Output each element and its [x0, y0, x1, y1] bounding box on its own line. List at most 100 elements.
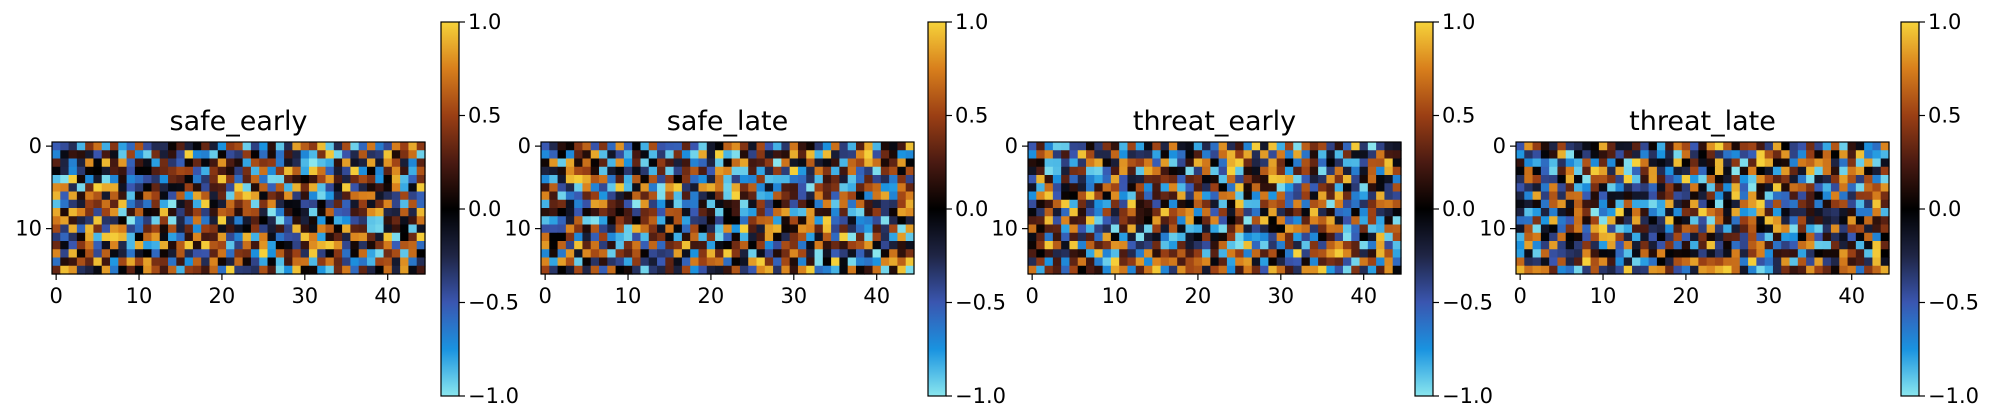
heatmap-cell	[1789, 142, 1799, 151]
heatmap-cell	[756, 199, 766, 209]
heatmap-cell	[1110, 241, 1120, 250]
heatmap-cell	[1193, 224, 1203, 234]
heatmap-cell	[52, 257, 61, 267]
heatmap-cell	[168, 150, 177, 160]
heatmap-cell	[1135, 224, 1145, 234]
heatmap-cell	[292, 191, 302, 201]
heatmap-cell	[209, 158, 219, 168]
heatmap-cell	[201, 199, 211, 209]
heatmap-cell	[1598, 199, 1608, 209]
heatmap-cell	[366, 265, 376, 275]
heatmap-cell	[1855, 158, 1865, 168]
heatmap-cell	[118, 183, 128, 193]
heatmap-cell	[1144, 150, 1153, 160]
panel-title: safe_early	[170, 106, 308, 137]
heatmap-cell	[1334, 257, 1344, 267]
heatmap-cell	[1665, 158, 1675, 168]
heatmap-cell	[640, 199, 650, 209]
heatmap-cell	[110, 224, 119, 234]
heatmap-cell	[690, 249, 700, 259]
heatmap-cell	[1351, 249, 1361, 259]
heatmap-cell	[822, 232, 832, 242]
heatmap-cell	[1648, 241, 1658, 250]
heatmap-cell	[1772, 257, 1782, 267]
heatmap-cell	[1376, 183, 1386, 193]
heatmap-cell	[1590, 224, 1600, 234]
heatmap-cell	[1235, 142, 1245, 151]
heatmap-cell	[1656, 150, 1666, 160]
x-tick-label: 40	[1350, 284, 1377, 308]
panel-title: threat_late	[1629, 106, 1776, 137]
heatmap-cell	[300, 175, 310, 184]
heatmap-cell	[308, 175, 318, 184]
heatmap-cell	[1152, 232, 1162, 242]
heatmap-cell	[1392, 199, 1402, 209]
heatmap-cell	[1847, 191, 1857, 201]
heatmap-cell	[549, 208, 559, 217]
heatmap-cell	[615, 232, 625, 242]
heatmap-cell	[1127, 232, 1137, 242]
heatmap-cell	[1110, 166, 1120, 176]
heatmap-cell	[1557, 183, 1567, 193]
heatmap-cell	[632, 158, 642, 168]
heatmap-cell	[317, 232, 327, 242]
heatmap-cell	[665, 216, 675, 226]
heatmap-cell	[176, 232, 186, 242]
heatmap-cell	[1532, 232, 1542, 242]
heatmap-cell	[590, 265, 600, 275]
heatmap-cell	[325, 158, 335, 168]
heatmap-cell	[60, 232, 70, 242]
heatmap-cell	[1392, 142, 1402, 151]
heatmap-cell	[1069, 208, 1079, 217]
heatmap-cell	[358, 166, 368, 176]
heatmap-cell	[1516, 216, 1525, 226]
heatmap-cell	[416, 183, 426, 193]
heatmap-cell	[557, 241, 567, 250]
heatmap-cell	[1309, 208, 1319, 217]
heatmap-cell	[143, 265, 153, 275]
heatmap-cell	[1789, 208, 1799, 217]
heatmap-cell	[864, 199, 874, 209]
heatmap-cell	[739, 158, 749, 168]
heatmap-cell	[855, 232, 865, 242]
heatmap-cell	[1847, 257, 1857, 267]
heatmap-cell	[1028, 166, 1037, 176]
heatmap-cell	[789, 216, 799, 226]
heatmap-cell	[159, 249, 169, 259]
heatmap-cell	[1127, 150, 1137, 160]
heatmap-cell	[1748, 166, 1757, 176]
heatmap-cell	[1160, 249, 1170, 259]
heatmap-cell	[1864, 183, 1874, 193]
heatmap-cell	[1640, 150, 1650, 160]
heatmap-cell	[184, 257, 194, 267]
heatmap-cell	[889, 265, 899, 275]
heatmap-cell	[1557, 241, 1567, 250]
heatmap-cell	[1756, 232, 1766, 242]
heatmap-cell	[847, 241, 857, 250]
heatmap-cell	[1351, 150, 1361, 160]
heatmap-cell	[1177, 142, 1187, 151]
heatmap-cell	[408, 183, 418, 193]
heatmap-cell	[1069, 257, 1079, 267]
heatmap-cell	[1681, 183, 1691, 193]
heatmap-cell	[1648, 249, 1658, 259]
heatmap-cell	[1251, 265, 1261, 275]
heatmap-cell	[1036, 208, 1046, 217]
heatmap-cell	[1789, 232, 1799, 242]
heatmap-cell	[1516, 265, 1525, 275]
heatmap-cell	[723, 265, 733, 275]
heatmap-cell	[1226, 241, 1236, 250]
heatmap-cell	[209, 191, 219, 201]
heatmap-cell	[889, 191, 899, 201]
heatmap-cell	[375, 199, 385, 209]
heatmap-cell	[574, 158, 584, 168]
heatmap-cell	[250, 158, 260, 168]
heatmap-cell	[201, 232, 211, 242]
heatmap-cell	[905, 166, 915, 176]
heatmap-cell	[756, 158, 766, 168]
heatmap-cell	[706, 241, 716, 250]
heatmap-cell	[831, 265, 840, 275]
heatmap-cell	[400, 249, 410, 259]
heatmap-cell	[1623, 191, 1633, 201]
heatmap-cell	[325, 175, 335, 184]
